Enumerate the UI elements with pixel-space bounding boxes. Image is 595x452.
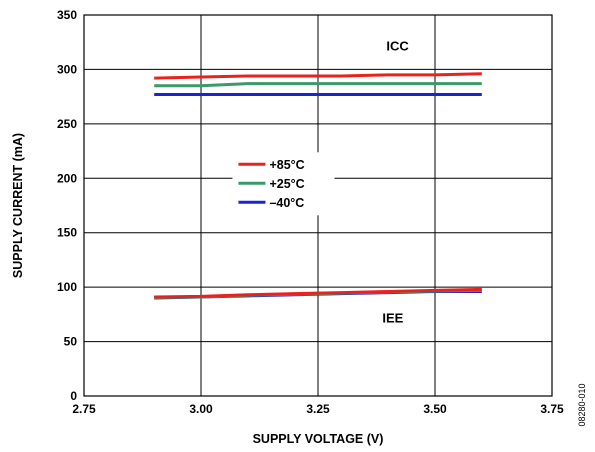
y-tick-label: 150: [57, 226, 77, 240]
y-tick-label: 100: [57, 280, 77, 294]
y-tick-label: 50: [64, 335, 78, 349]
x-axis-label: SUPPLY VOLTAGE (V): [253, 432, 384, 446]
x-tick-label: 2.75: [72, 402, 96, 416]
y-tick-labels: 0 50 100 150 200 250 300 350: [57, 8, 77, 403]
legend: +85°C +25°C –40°C: [232, 152, 335, 216]
series-line-icc-0: [154, 72, 482, 80]
series-line-iee-5: [154, 287, 482, 299]
legend-label: +25°C: [269, 177, 304, 191]
legend-label: –40°C: [269, 196, 304, 210]
y-tick-label: 0: [70, 389, 77, 403]
x-tick-label: 3.75: [540, 402, 564, 416]
x-tick-labels: 2.75 3.00 3.25 3.50 3.75: [72, 402, 564, 416]
annotation-label: IEE: [382, 311, 403, 326]
y-axis-label: SUPPLY CURRENT (mA): [11, 133, 25, 278]
annotation-label: ICC: [386, 38, 409, 53]
y-tick-label: 200: [57, 171, 77, 185]
annotations: ICC IEE: [382, 38, 409, 325]
series-line-icc-1: [154, 82, 482, 88]
figure-id: 08280-010: [577, 383, 587, 426]
x-tick-label: 3.50: [423, 402, 447, 416]
series-layer: [154, 72, 482, 300]
legend-label: +85°C: [269, 158, 304, 172]
x-tick-label: 3.25: [306, 402, 330, 416]
y-tick-label: 350: [57, 8, 77, 22]
y-tick-label: 300: [57, 62, 77, 76]
plot-frame: [83, 14, 553, 397]
x-tick-label: 3.00: [189, 402, 213, 416]
y-tick-label: 250: [57, 117, 77, 131]
